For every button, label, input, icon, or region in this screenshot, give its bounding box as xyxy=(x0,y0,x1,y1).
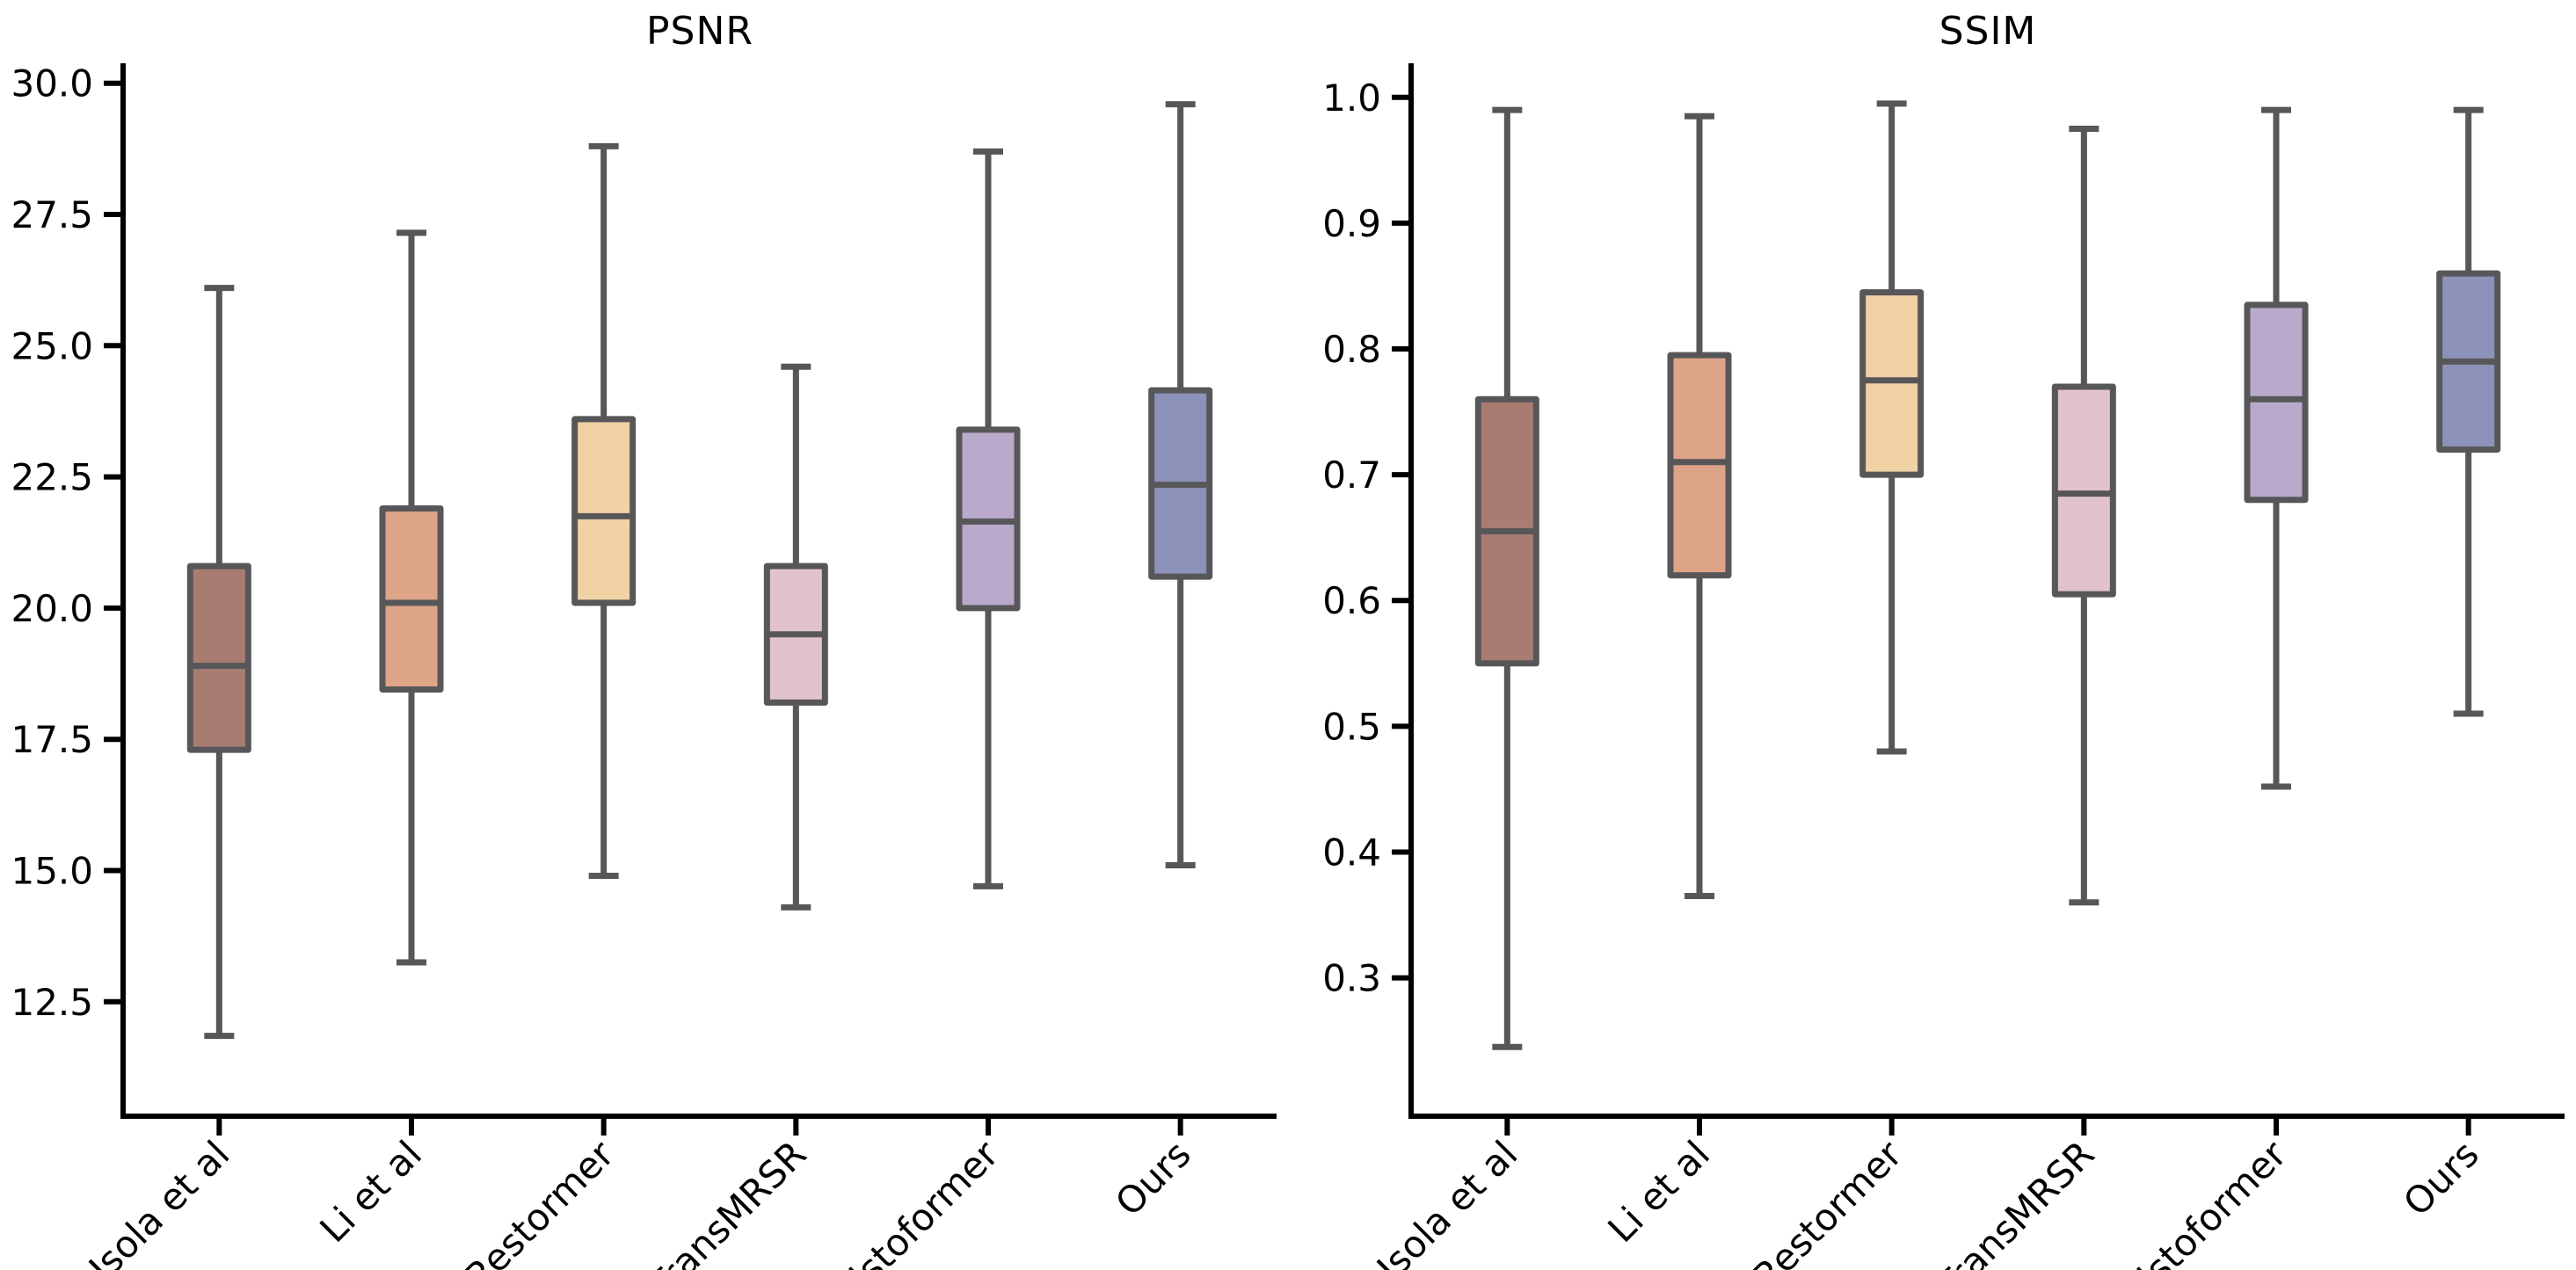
x-tick-label-ours: Ours xyxy=(2395,1132,2487,1224)
iqr-box xyxy=(1859,289,1925,478)
ssim-chart-svg: 0.3 0.4 0.5 0.6 0.7 0.8 0.9 1.0 Isola et al Li et… xyxy=(1322,63,2565,1270)
y-tick-label: 0.8 xyxy=(1322,328,1381,371)
x-tick-label-li-et-al: Li et al xyxy=(1599,1132,1718,1251)
box-ours xyxy=(2436,106,2501,717)
iqr-box xyxy=(2051,383,2116,598)
box-ours xyxy=(1148,101,1213,869)
box-transmrsr xyxy=(2051,126,2116,906)
y-tick-label: 0.4 xyxy=(1322,831,1381,874)
iqr-box xyxy=(1667,352,1732,579)
psnr-chart-svg: 12.5 15.0 17.5 20.0 22.5 25.0 27.5 30.0 Isola et… xyxy=(11,62,1277,1270)
y-tick-label: 25.0 xyxy=(11,324,93,367)
x-tick-label-isola-et-al: Isola et al xyxy=(1369,1132,1526,1270)
y-tick-label: 0.9 xyxy=(1322,202,1381,245)
x-tick-label-histoformer: Histoformer xyxy=(822,1132,1008,1270)
iqr-box xyxy=(571,416,637,606)
x-tick-label-transmrsr: TransMRSR xyxy=(639,1132,815,1270)
box-li-et-al xyxy=(1667,112,1732,900)
y-tick-label: 12.5 xyxy=(11,981,93,1024)
iqr-box xyxy=(2244,301,2309,504)
box-li-et-al xyxy=(379,229,444,966)
box-isola-et-al xyxy=(1474,106,1539,1050)
box-restormer xyxy=(1859,100,1925,755)
box-isola-et-al xyxy=(186,285,251,1040)
y-tick-label: 17.5 xyxy=(11,718,93,761)
x-tick-label-restormer: Restormer xyxy=(1744,1132,1910,1270)
x-tick-label-histoformer: Histoformer xyxy=(2110,1132,2296,1270)
y-tick-label: 30.0 xyxy=(11,62,93,105)
x-tick-label-restormer: Restormer xyxy=(456,1132,622,1270)
y-tick-label: 0.7 xyxy=(1322,454,1381,497)
ssim-subplot: SSIM 0.3 0.4 0.5 0.6 0.7 0.8 0.9 1.0 Isola et al… xyxy=(1288,0,2576,1270)
y-tick-label: 22.5 xyxy=(11,456,93,499)
x-tick-label-isola-et-al: Isola et al xyxy=(81,1132,238,1270)
y-tick-label: 20.0 xyxy=(11,587,93,630)
y-tick-label: 0.3 xyxy=(1322,957,1381,1000)
ssim-title: SSIM xyxy=(1939,9,2037,54)
box-histoformer xyxy=(2244,106,2309,790)
iqr-box xyxy=(379,504,444,693)
y-tick-label: 0.6 xyxy=(1322,579,1381,622)
y-tick-label: 0.5 xyxy=(1322,705,1381,748)
y-tick-label: 15.0 xyxy=(11,850,93,893)
x-tick-label-transmrsr: TransMRSR xyxy=(1927,1132,2103,1270)
x-tick-label-li-et-al: Li et al xyxy=(311,1132,430,1251)
box-transmrsr xyxy=(763,363,828,911)
psnr-subplot: PSNR 12.5 15.0 17.5 20.0 22.5 25.0 27.5 30.0 Iso… xyxy=(11,9,1277,1270)
x-tick-label-ours: Ours xyxy=(1107,1132,1199,1224)
box-restormer xyxy=(571,142,637,879)
psnr-title: PSNR xyxy=(646,9,753,54)
iqr-box xyxy=(186,562,251,753)
y-tick-label: 27.5 xyxy=(11,193,93,236)
y-tick-label: 1.0 xyxy=(1322,76,1381,120)
box-histoformer xyxy=(956,148,1021,889)
